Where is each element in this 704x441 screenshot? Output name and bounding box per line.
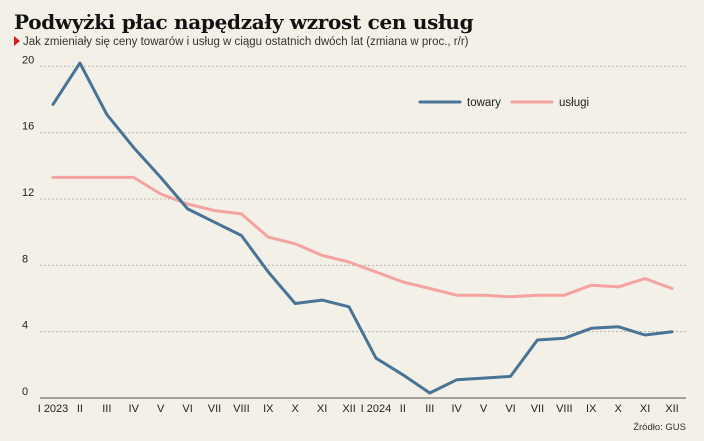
x-tick-label: X xyxy=(292,403,300,415)
x-tick-label: I 2023 xyxy=(38,403,69,415)
x-tick-label: IV xyxy=(129,403,140,415)
x-tick-label: V xyxy=(157,403,165,415)
x-tick-label: VII xyxy=(208,403,221,415)
subtitle-marker-icon xyxy=(14,36,20,46)
x-tick-label: II xyxy=(400,403,406,415)
gridlines xyxy=(40,65,686,399)
x-tick-label: V xyxy=(480,403,488,415)
x-tick-label: IV xyxy=(451,403,462,415)
subtitle-text: Jak zmieniały się ceny towarów i usług w… xyxy=(23,36,469,48)
x-tick-label: XI xyxy=(640,403,650,415)
x-tick-label: III xyxy=(102,403,111,415)
legend: towary usługi xyxy=(418,97,589,109)
x-tick-label: III xyxy=(425,403,434,415)
x-tick-label: XII xyxy=(342,403,355,415)
x-tick-label: IX xyxy=(586,403,597,415)
y-axis-ticks: 0 4 8 12 16 20 xyxy=(22,54,34,398)
y-tick-label: 4 xyxy=(22,320,28,332)
x-tick-label: X xyxy=(615,403,623,415)
x-tick-label: II xyxy=(77,403,83,415)
x-axis-ticks: I 2023 II III IV V VI VII VIII IX X XI XII I 2024 II I… xyxy=(38,403,679,415)
x-tick-label: VI xyxy=(505,403,515,415)
source-note: Źródło: GUS xyxy=(633,422,686,433)
series-lines xyxy=(51,61,674,395)
y-tick-label: 0 xyxy=(22,386,28,398)
x-tick-label: XII xyxy=(665,403,678,415)
x-tick-label: VI xyxy=(182,403,192,415)
chart-title: Podwyżki płac napędzały wzrost cen usług xyxy=(14,10,474,34)
x-tick-label: VIII xyxy=(233,403,250,415)
legend-label-towary: towary xyxy=(467,97,501,109)
x-tick-label: I 2024 xyxy=(361,403,392,415)
y-tick-label: 12 xyxy=(22,187,34,199)
y-tick-label: 20 xyxy=(22,54,34,66)
x-tick-label: VII xyxy=(531,403,544,415)
x-tick-label: VIII xyxy=(556,403,573,415)
chart-subtitle: Jak zmieniały się ceny towarów i usług w… xyxy=(14,36,468,48)
series-line-towary xyxy=(51,61,674,395)
series-line-uslugi xyxy=(51,175,674,299)
legend-label-uslugi: usługi xyxy=(559,97,589,109)
y-tick-label: 16 xyxy=(22,121,34,133)
x-tick-label: XI xyxy=(317,403,327,415)
x-tick-label: IX xyxy=(263,403,274,415)
y-tick-label: 8 xyxy=(22,253,28,265)
